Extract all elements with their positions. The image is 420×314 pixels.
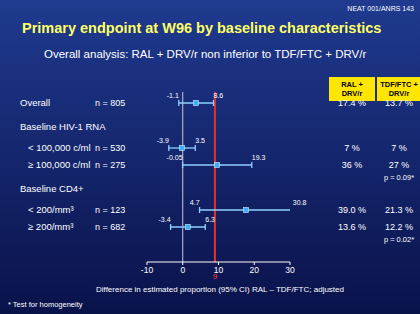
row-n: n = 123 — [95, 205, 125, 215]
ci-lower-cap — [170, 224, 171, 230]
column-header-line: DRV/r — [342, 89, 363, 98]
tdf-value: 12.2 % — [385, 222, 413, 232]
ci-lower-label: -3.4 — [159, 216, 171, 223]
slide: NEAT 001/ANRS 143 Primary endpoint at W96… — [0, 0, 420, 314]
tdf-value: 27 % — [389, 160, 410, 170]
margin-line — [214, 92, 216, 262]
row-label: Overall — [20, 97, 50, 108]
tdf-value: 7 % — [391, 143, 407, 153]
point-estimate — [185, 225, 190, 230]
ral-value: 13.6 % — [338, 222, 366, 232]
ci-lower-label: -3.9 — [157, 137, 169, 144]
ci-upper-label: 6.3 — [205, 216, 215, 223]
subtitle: Overall analysis: RAL + DRV/r non inferi… — [44, 48, 366, 60]
column-header: TDF/FTC +DRV/r — [380, 80, 418, 98]
tdf-value: 21.3 % — [385, 205, 413, 215]
group-heading: Baseline CD4+ — [20, 183, 84, 194]
x-tick-label: -10 — [141, 265, 154, 275]
column-header-line: DRV/r — [389, 89, 410, 98]
point-estimate — [215, 163, 220, 168]
ci-upper-cap — [213, 100, 214, 106]
ci-lower-cap — [168, 145, 169, 151]
column-header: RAL +DRV/r — [341, 80, 363, 98]
ci-upper-cap — [195, 145, 196, 151]
p-value: p = 0.02* — [384, 235, 414, 244]
x-tick-label: 20 — [250, 265, 260, 275]
ci-lower-label: 4.7 — [190, 199, 200, 206]
row-label: < 200/mm³ — [28, 204, 74, 215]
title: Primary endpoint at W96 by baseline char… — [22, 20, 381, 36]
row-label: ≥ 200/mm³ — [28, 221, 73, 232]
column-header-line: RAL + — [341, 80, 363, 89]
x-axis-label: Difference in estimated proportion (95% … — [96, 285, 344, 294]
ci-upper-cap — [205, 224, 206, 230]
group-heading: Baseline HIV-1 RNA — [20, 121, 106, 132]
background — [0, 0, 420, 314]
row-n: n = 682 — [95, 222, 125, 232]
row-label: < 100,000 c/ml — [28, 142, 91, 153]
ral-value: 39.0 % — [338, 205, 366, 215]
ci-upper-label: 3.5 — [195, 137, 205, 144]
p-value: p = 0.09* — [384, 173, 414, 182]
column-header-line: TDF/FTC + — [380, 80, 418, 89]
x-tick-label: 30 — [285, 265, 295, 275]
ci-lower-label: -0.05 — [167, 154, 183, 161]
row-label: ≥ 100,000 c/ml — [28, 159, 90, 170]
row-n: n = 805 — [95, 98, 125, 108]
ral-value: 7 % — [344, 143, 360, 153]
ral-value: 17.4 % — [338, 98, 366, 108]
row-n: n = 530 — [95, 143, 125, 153]
ci-lower-label: -1.1 — [167, 92, 179, 99]
point-estimate — [193, 101, 198, 106]
point-estimate — [180, 146, 185, 151]
ci-upper-label: 30.8 — [293, 199, 307, 206]
ral-value: 36 % — [342, 160, 363, 170]
x-tick-label: 0 — [180, 265, 185, 275]
row-n: n = 275 — [95, 160, 125, 170]
ci-upper-cap — [251, 162, 252, 168]
footnote: * Test for homogeneity — [8, 300, 83, 309]
ci-lower-cap — [199, 207, 200, 213]
marks — [169, 100, 290, 230]
point-estimate — [244, 208, 249, 213]
tdf-value: 13.7 % — [385, 98, 413, 108]
ci-upper-label: 19.3 — [252, 154, 266, 161]
zero-line — [182, 92, 183, 262]
ci-upper-label: 8.6 — [213, 92, 223, 99]
x-tick-label: 10 — [214, 265, 224, 275]
ci-lower-cap — [182, 162, 183, 168]
source: NEAT 001/ANRS 143 — [347, 5, 414, 12]
ci-lower-cap — [178, 100, 179, 106]
